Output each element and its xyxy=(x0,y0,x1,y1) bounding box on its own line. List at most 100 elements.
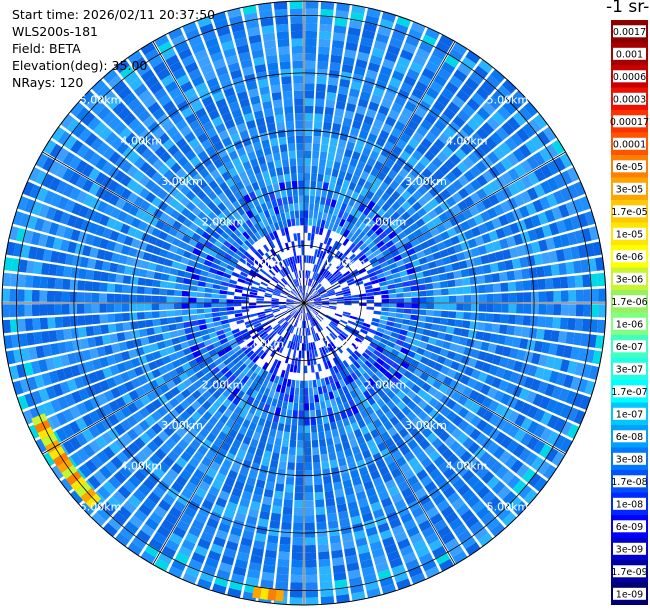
ppi-ray xyxy=(306,139,565,302)
range-gate xyxy=(290,574,303,583)
range-gate xyxy=(324,327,331,335)
range-gate xyxy=(69,279,78,291)
range-gate xyxy=(234,288,243,293)
range-gate xyxy=(282,362,288,371)
range-gate xyxy=(345,554,358,565)
range-gate xyxy=(336,363,343,372)
range-gate xyxy=(382,58,396,70)
range-gate xyxy=(242,366,251,375)
range-gate xyxy=(19,378,31,393)
range-gate xyxy=(152,208,164,219)
range-gate xyxy=(220,366,230,375)
range-gate xyxy=(140,394,151,406)
range-gate xyxy=(482,409,494,422)
range-gate xyxy=(345,408,354,418)
range-gate xyxy=(217,404,228,414)
range-gate xyxy=(110,387,122,399)
range-gate xyxy=(354,412,363,422)
range-gate xyxy=(260,93,272,103)
range-gate xyxy=(328,294,336,298)
range-gate xyxy=(285,416,292,425)
range-gate xyxy=(330,321,338,327)
range-gate xyxy=(242,177,251,187)
range-gate xyxy=(372,287,381,292)
range-gate xyxy=(246,350,255,358)
range-gate xyxy=(115,59,130,74)
range-gate xyxy=(211,312,220,318)
range-gate xyxy=(243,265,252,272)
range-gate xyxy=(217,431,228,442)
range-gate xyxy=(245,19,260,30)
range-gate xyxy=(208,249,218,258)
range-gate xyxy=(242,160,252,171)
range-gate xyxy=(229,232,239,241)
range-gate xyxy=(188,525,202,538)
range-gate xyxy=(341,64,354,74)
range-gate xyxy=(309,271,313,279)
range-gate xyxy=(276,229,282,238)
range-gate xyxy=(148,235,158,245)
range-gate xyxy=(324,261,330,270)
range-gate xyxy=(384,226,394,235)
range-gate xyxy=(62,316,71,328)
range-gate xyxy=(507,281,516,292)
range-gate xyxy=(312,308,319,314)
range-gate xyxy=(196,292,205,298)
range-gate xyxy=(49,143,63,159)
range-gate xyxy=(251,181,260,191)
range-gate xyxy=(428,54,443,67)
range-gate xyxy=(512,148,526,162)
range-gate xyxy=(391,405,401,416)
range-gate xyxy=(101,431,114,445)
range-gate xyxy=(311,309,318,315)
range-gate xyxy=(122,275,132,284)
range-gate xyxy=(258,385,266,395)
range-gate xyxy=(384,371,394,380)
range-gate xyxy=(334,412,342,422)
range-gate xyxy=(287,273,293,281)
range-gate xyxy=(316,514,326,523)
range-gate xyxy=(262,32,276,42)
range-gate xyxy=(457,394,468,406)
range-gate xyxy=(523,304,532,314)
range-gate xyxy=(332,374,339,383)
range-gate xyxy=(545,278,554,290)
range-gate xyxy=(497,334,507,345)
range-gate xyxy=(282,83,292,92)
range-gate xyxy=(312,379,317,388)
range-gate xyxy=(355,320,364,326)
ppi-ray xyxy=(17,196,302,303)
range-gate xyxy=(289,256,294,265)
range-gate xyxy=(305,270,308,278)
range-gate xyxy=(372,87,385,98)
range-gate xyxy=(61,304,70,315)
range-gate xyxy=(462,156,475,169)
range-gate xyxy=(213,454,224,466)
range-gate xyxy=(329,535,341,544)
ppi-ray xyxy=(306,304,528,516)
range-gate xyxy=(258,2,272,12)
range-gate xyxy=(330,215,337,224)
range-gate xyxy=(329,333,336,340)
range-gate xyxy=(205,226,215,235)
range-gate xyxy=(297,295,303,301)
range-gate xyxy=(371,260,380,268)
range-gate xyxy=(480,511,496,526)
range-gate xyxy=(330,542,342,552)
range-gate xyxy=(235,180,245,191)
range-gate xyxy=(177,269,186,277)
range-gate xyxy=(99,303,107,313)
range-gate xyxy=(93,470,107,485)
range-gate xyxy=(269,223,276,232)
range-gate xyxy=(280,338,286,346)
range-gate xyxy=(304,128,313,136)
range-gate xyxy=(244,144,254,154)
range-gate xyxy=(187,167,199,179)
range-gate xyxy=(422,179,434,191)
range-gate xyxy=(249,310,258,315)
range-gate xyxy=(42,344,53,357)
range-gate xyxy=(280,308,288,312)
range-gate xyxy=(259,10,273,20)
range-gate xyxy=(307,335,311,343)
range-gate xyxy=(84,360,95,373)
